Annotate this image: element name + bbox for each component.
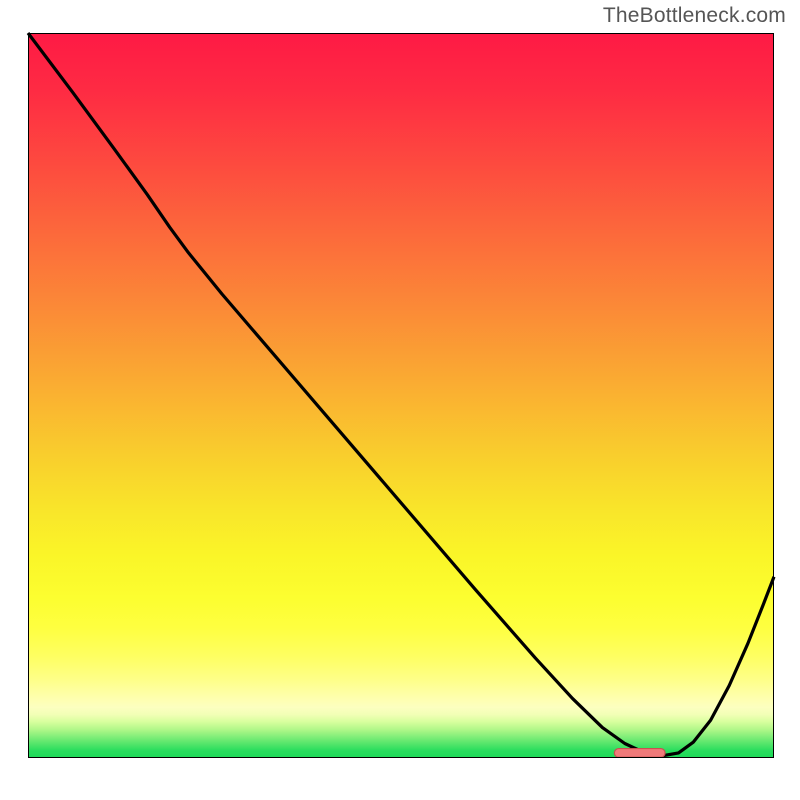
chart-container: TheBottleneck.com	[0, 0, 800, 800]
watermark: TheBottleneck.com	[603, 4, 786, 28]
plot-background	[28, 33, 774, 758]
bottleneck-chart	[0, 0, 800, 800]
marker-pill	[614, 749, 665, 758]
